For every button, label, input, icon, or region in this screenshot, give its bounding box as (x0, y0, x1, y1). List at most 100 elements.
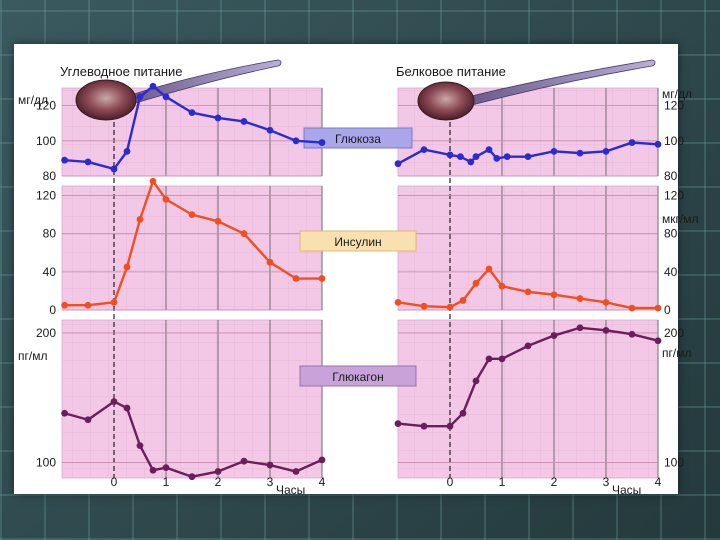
right-title: Белковое питание (396, 64, 506, 79)
glucagon-units-right: пг/мл (662, 346, 691, 360)
y-tick-label-left: 0 (49, 303, 56, 317)
data-point (214, 217, 222, 225)
y-tick-label-right: 100 (664, 134, 684, 148)
data-point (524, 153, 532, 161)
x-tick-label: 4 (319, 475, 326, 489)
data-point (110, 398, 118, 405)
data-point (110, 298, 118, 306)
data-point (498, 355, 506, 363)
data-point (84, 416, 92, 424)
data-point (123, 404, 131, 412)
data-point (84, 158, 92, 166)
data-point (136, 93, 144, 101)
data-point (576, 324, 584, 332)
data-point (602, 326, 610, 334)
y-tick-label-right: 200 (664, 326, 684, 340)
y-tick-label-right: 40 (664, 265, 678, 279)
insulin-units-right: мкг/мл (662, 212, 698, 226)
left-spoon-illustration (75, 59, 282, 121)
y-tick-label-left: 80 (43, 169, 57, 183)
data-point (446, 422, 454, 430)
data-point (602, 147, 610, 155)
data-point (420, 146, 428, 154)
data-point (292, 468, 300, 475)
data-point (628, 330, 636, 338)
data-point (266, 126, 274, 134)
x-tick-label: 1 (499, 475, 506, 489)
data-point (136, 442, 144, 450)
data-point (188, 473, 196, 481)
data-point (214, 468, 222, 475)
y-tick-label-right: 80 (664, 227, 678, 241)
data-point (628, 304, 636, 312)
y-tick-label-left: 100 (36, 134, 56, 148)
data-point (524, 342, 532, 350)
data-point (420, 302, 428, 310)
data-point (472, 279, 480, 287)
data-point (485, 355, 493, 363)
glucose-units-left: мг/дл (18, 93, 48, 107)
x-tick-label: 3 (267, 475, 274, 489)
data-point (550, 147, 558, 155)
data-point (84, 301, 92, 309)
panel-gridlines (62, 82, 659, 478)
x-tick-label: 2 (551, 475, 558, 489)
data-point (318, 139, 326, 146)
x-tick-label: 0 (111, 475, 118, 489)
y-tick-label-left: 40 (43, 265, 57, 279)
data-point (485, 146, 493, 154)
y-tick-label-left: 120 (36, 99, 56, 113)
data-point (214, 114, 222, 122)
data-point (503, 153, 511, 161)
right-spoon-illustration (417, 59, 656, 121)
data-point (550, 332, 558, 339)
y-tick-label-right: 120 (664, 99, 684, 113)
y-tick-label-right: 100 (664, 455, 684, 469)
data-point (318, 275, 326, 282)
data-point (446, 303, 454, 311)
data-point (240, 457, 248, 465)
data-point (123, 263, 131, 271)
glucagon-label-box: Глюкагон (299, 365, 417, 387)
data-point (576, 295, 584, 302)
data-point (318, 456, 326, 464)
data-point (524, 288, 532, 296)
x-tick-label: 4 (655, 475, 662, 489)
panel-bg-0-1 (61, 185, 323, 311)
data-point (61, 301, 68, 309)
glucose-units-right: мг/дл (662, 87, 692, 101)
x-tick-label: 3 (603, 475, 610, 489)
y-tick-label-left: 80 (43, 227, 57, 241)
data-point (149, 177, 157, 185)
data-point (136, 215, 144, 223)
insulin-label: Инсулин (334, 235, 381, 249)
data-point (602, 298, 610, 306)
data-point (110, 165, 118, 173)
data-point (162, 195, 170, 203)
data-point (188, 109, 196, 117)
data-point (485, 265, 493, 273)
data-point (446, 151, 454, 159)
data-point (394, 160, 402, 168)
data-point (240, 230, 248, 238)
data-point (459, 409, 467, 417)
data-point (292, 137, 300, 145)
data-point (240, 118, 248, 125)
data-point (493, 155, 501, 162)
data-point (266, 461, 274, 469)
data-point (394, 298, 402, 306)
data-point (654, 304, 662, 312)
y-tick-label-left: 200 (36, 326, 56, 340)
data-point (467, 158, 475, 166)
x-unit-right: Часы (612, 483, 641, 497)
data-point (123, 147, 131, 155)
data-point (61, 409, 68, 417)
x-tick-label: 0 (447, 475, 454, 489)
data-point (420, 422, 428, 430)
data-point (550, 291, 558, 299)
data-point (576, 149, 584, 157)
left-title: Углеводное питание (60, 64, 183, 79)
data-point (457, 153, 464, 161)
